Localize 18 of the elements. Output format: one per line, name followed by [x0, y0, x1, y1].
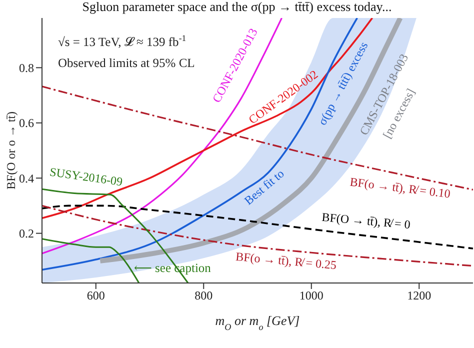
annotation: Observed limits at 95% CL — [58, 56, 195, 70]
chart-title: Sgluon parameter space and the σ(pp → tt̄tt̄) excess today... — [82, 0, 392, 14]
series-label: BF(o → tt̄), R̸ = 0.25 — [235, 249, 338, 272]
x-tick-label: 1000 — [299, 288, 324, 303]
text: SUSY-2016-09 — [48, 164, 124, 189]
y-tick-label: 0.8 — [19, 60, 34, 75]
text: BF(o → tt̄), R̸ = 0.10 — [349, 174, 452, 201]
annotation: √s = 13 TeV, 𝓛 ≈ 139 fb$^{-1}$ — [58, 33, 186, 49]
line-series — [42, 204, 473, 250]
x-tick-label: 800 — [194, 288, 213, 303]
x-tick-label: 1200 — [407, 288, 432, 303]
y-tick-label: 0.6 — [19, 116, 34, 130]
y-tick-label: 0.2 — [19, 226, 34, 241]
x-tick-label: 600 — [86, 288, 105, 303]
y-axis-title: BF(O or o → tt̄) — [4, 111, 18, 190]
x-axis-title: m$_{O}$ or m$_{o}$ [GeV] — [215, 313, 300, 332]
y-tick-label: 0.4 — [19, 171, 34, 186]
series-label: BF(O → tt̄), R̸ = 0 — [321, 210, 411, 232]
